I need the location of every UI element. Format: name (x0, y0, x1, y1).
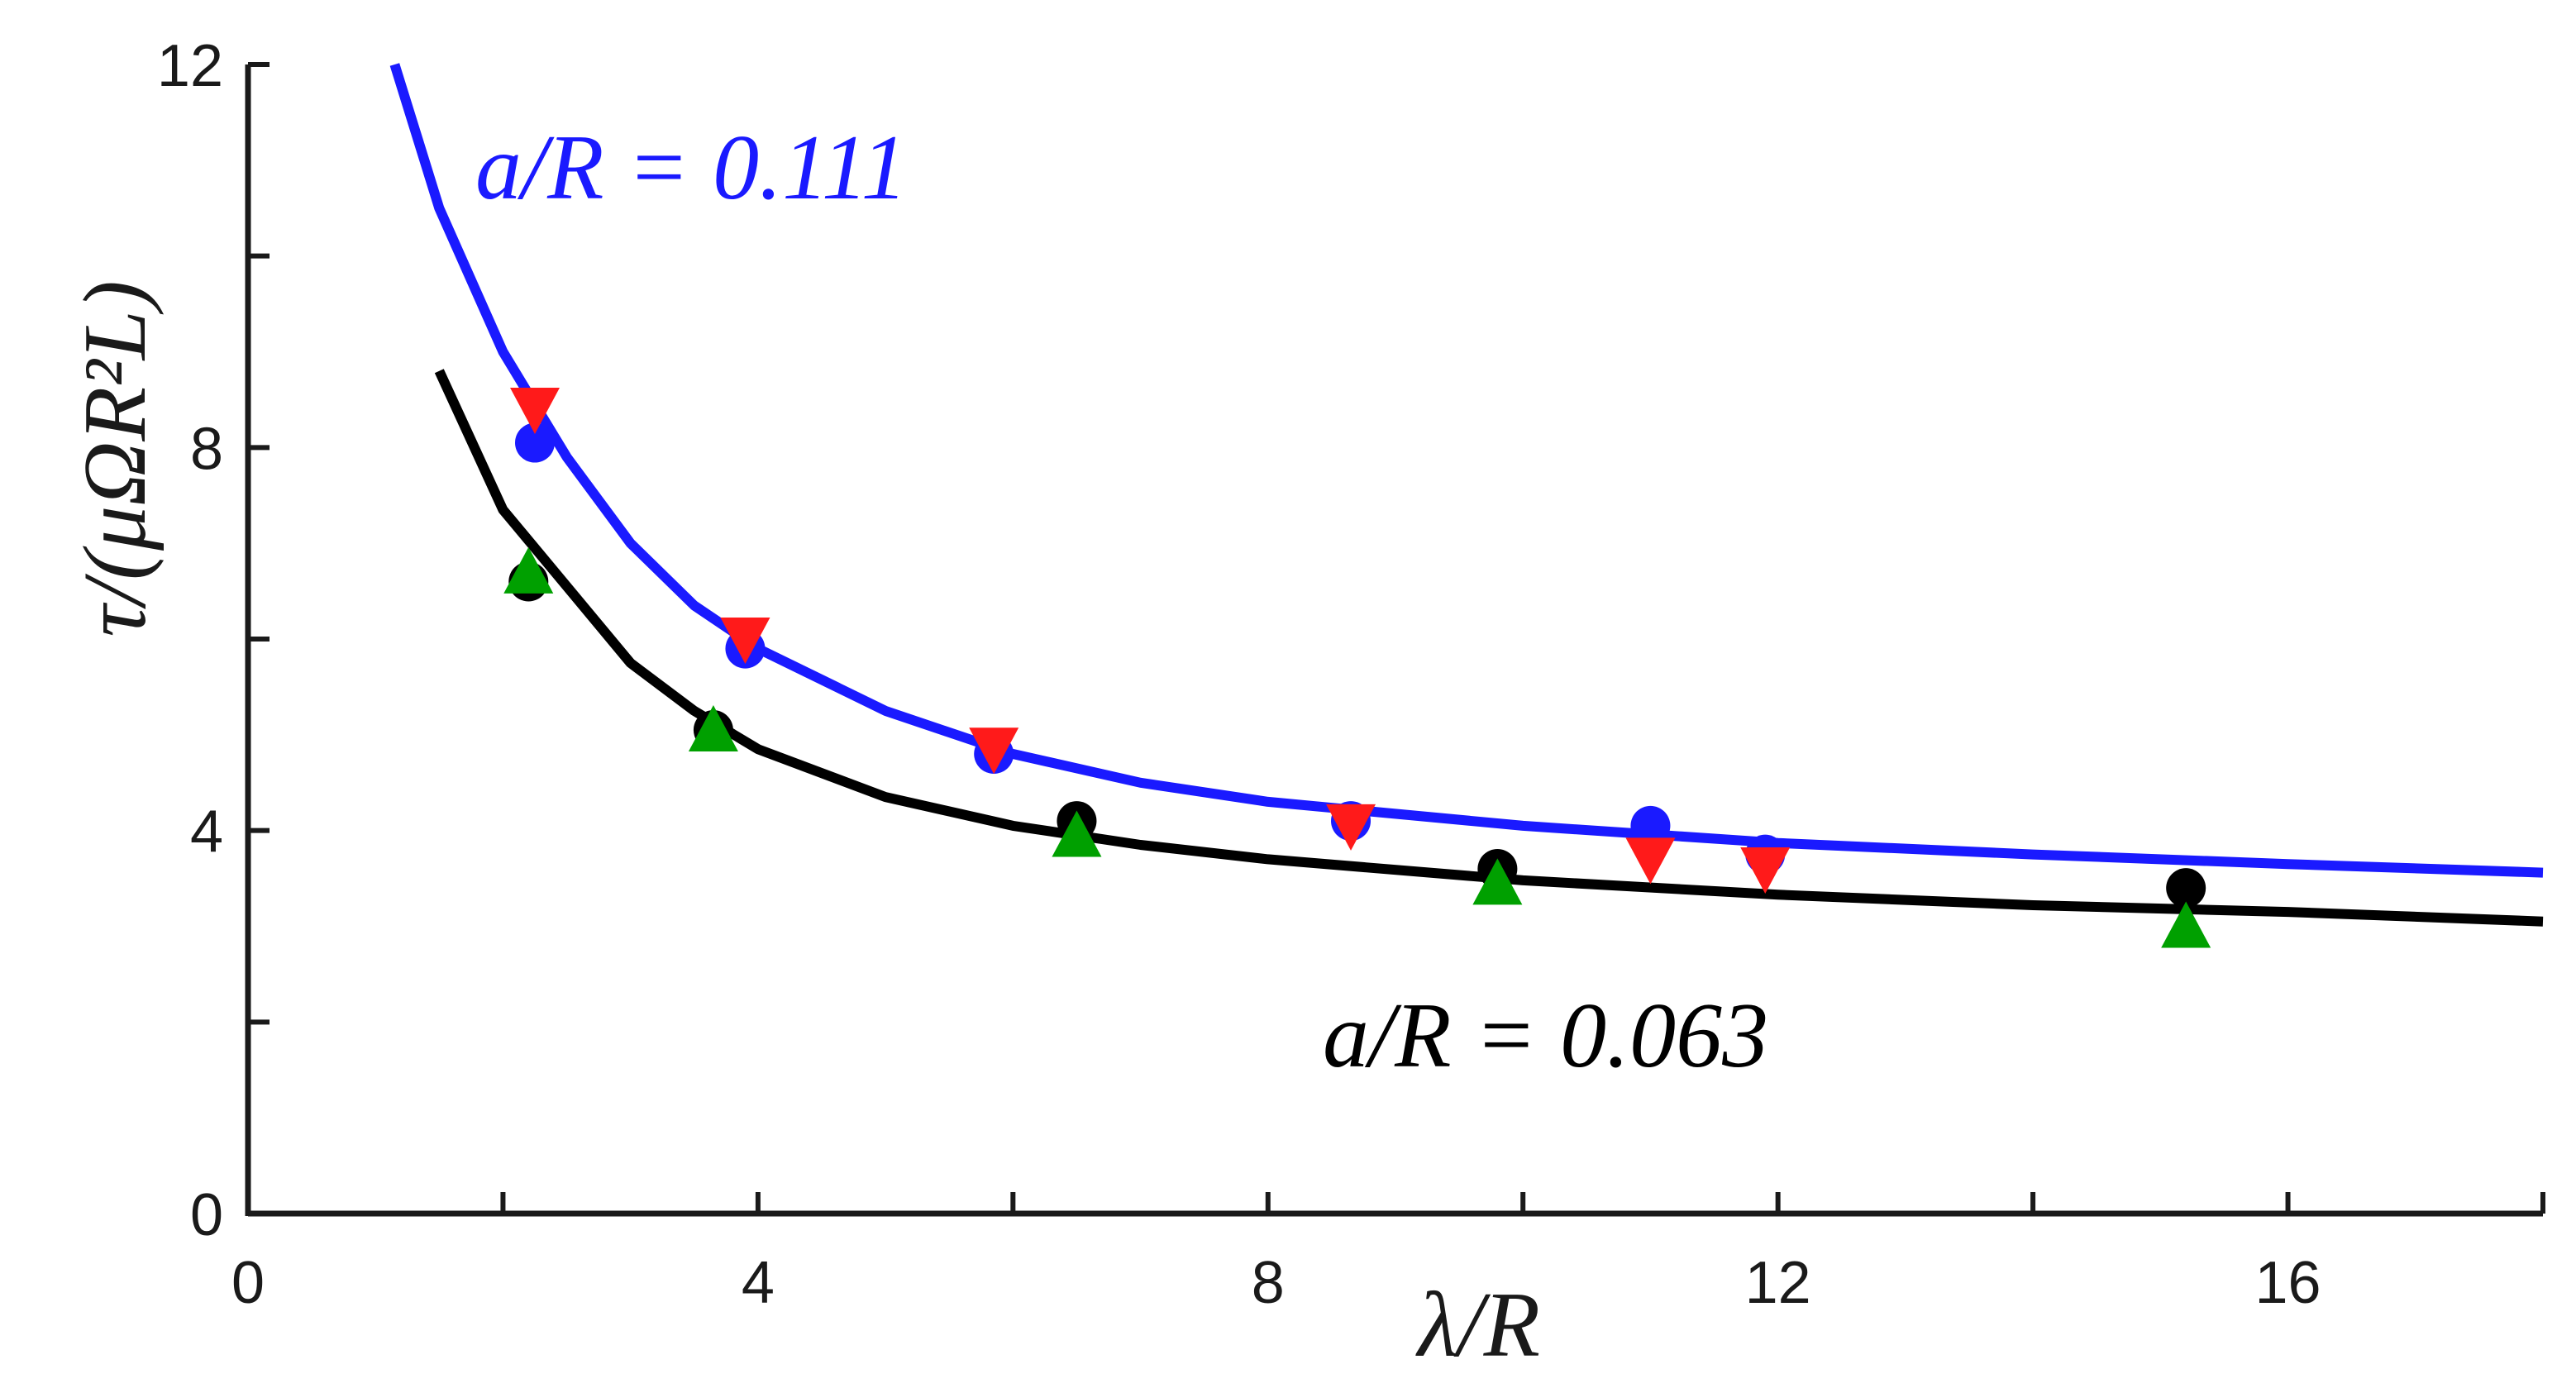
x-tick-label: 4 (742, 1250, 775, 1316)
annotation-blue: a/R = 0.111 (475, 117, 907, 219)
y-tick-label: 8 (190, 416, 223, 482)
markers (503, 388, 2211, 948)
x-tick-label: 0 (231, 1250, 265, 1316)
red-triangles-point (720, 618, 770, 664)
green-triangles-point (1052, 810, 1102, 857)
red-triangles-point (1740, 847, 1791, 894)
series-line-black (434, 369, 2544, 927)
red-triangles-point (1625, 837, 1676, 885)
red-triangles-point (510, 388, 560, 434)
x-axis-label: λ/R (1415, 1274, 1540, 1376)
green-triangles-point (1472, 858, 1523, 905)
y-tick-label: 4 (190, 799, 223, 866)
x-tick-label: 12 (1745, 1250, 1811, 1316)
green-triangles-point (503, 546, 554, 594)
red-triangles-point (969, 727, 1019, 775)
y-tick-label: 0 (190, 1182, 223, 1248)
x-tick-label: 8 (1252, 1250, 1285, 1316)
red-triangles-point (1326, 804, 1376, 851)
blue-circles-point (515, 422, 555, 463)
y-tick-label: 12 (157, 33, 223, 99)
ticks: 0 4 8 12 16 0 4 8 12 (157, 33, 2545, 1316)
green-triangles-point (688, 705, 738, 752)
y-axis-label: τ/(μΩR²L) (66, 280, 165, 637)
green-triangles-point (2161, 901, 2211, 948)
x-tick-label: 16 (2255, 1250, 2321, 1316)
black-circles-point (2166, 868, 2206, 909)
annotation-black: a/R = 0.063 (1323, 985, 1768, 1087)
blue-circles-point (1630, 805, 1671, 846)
